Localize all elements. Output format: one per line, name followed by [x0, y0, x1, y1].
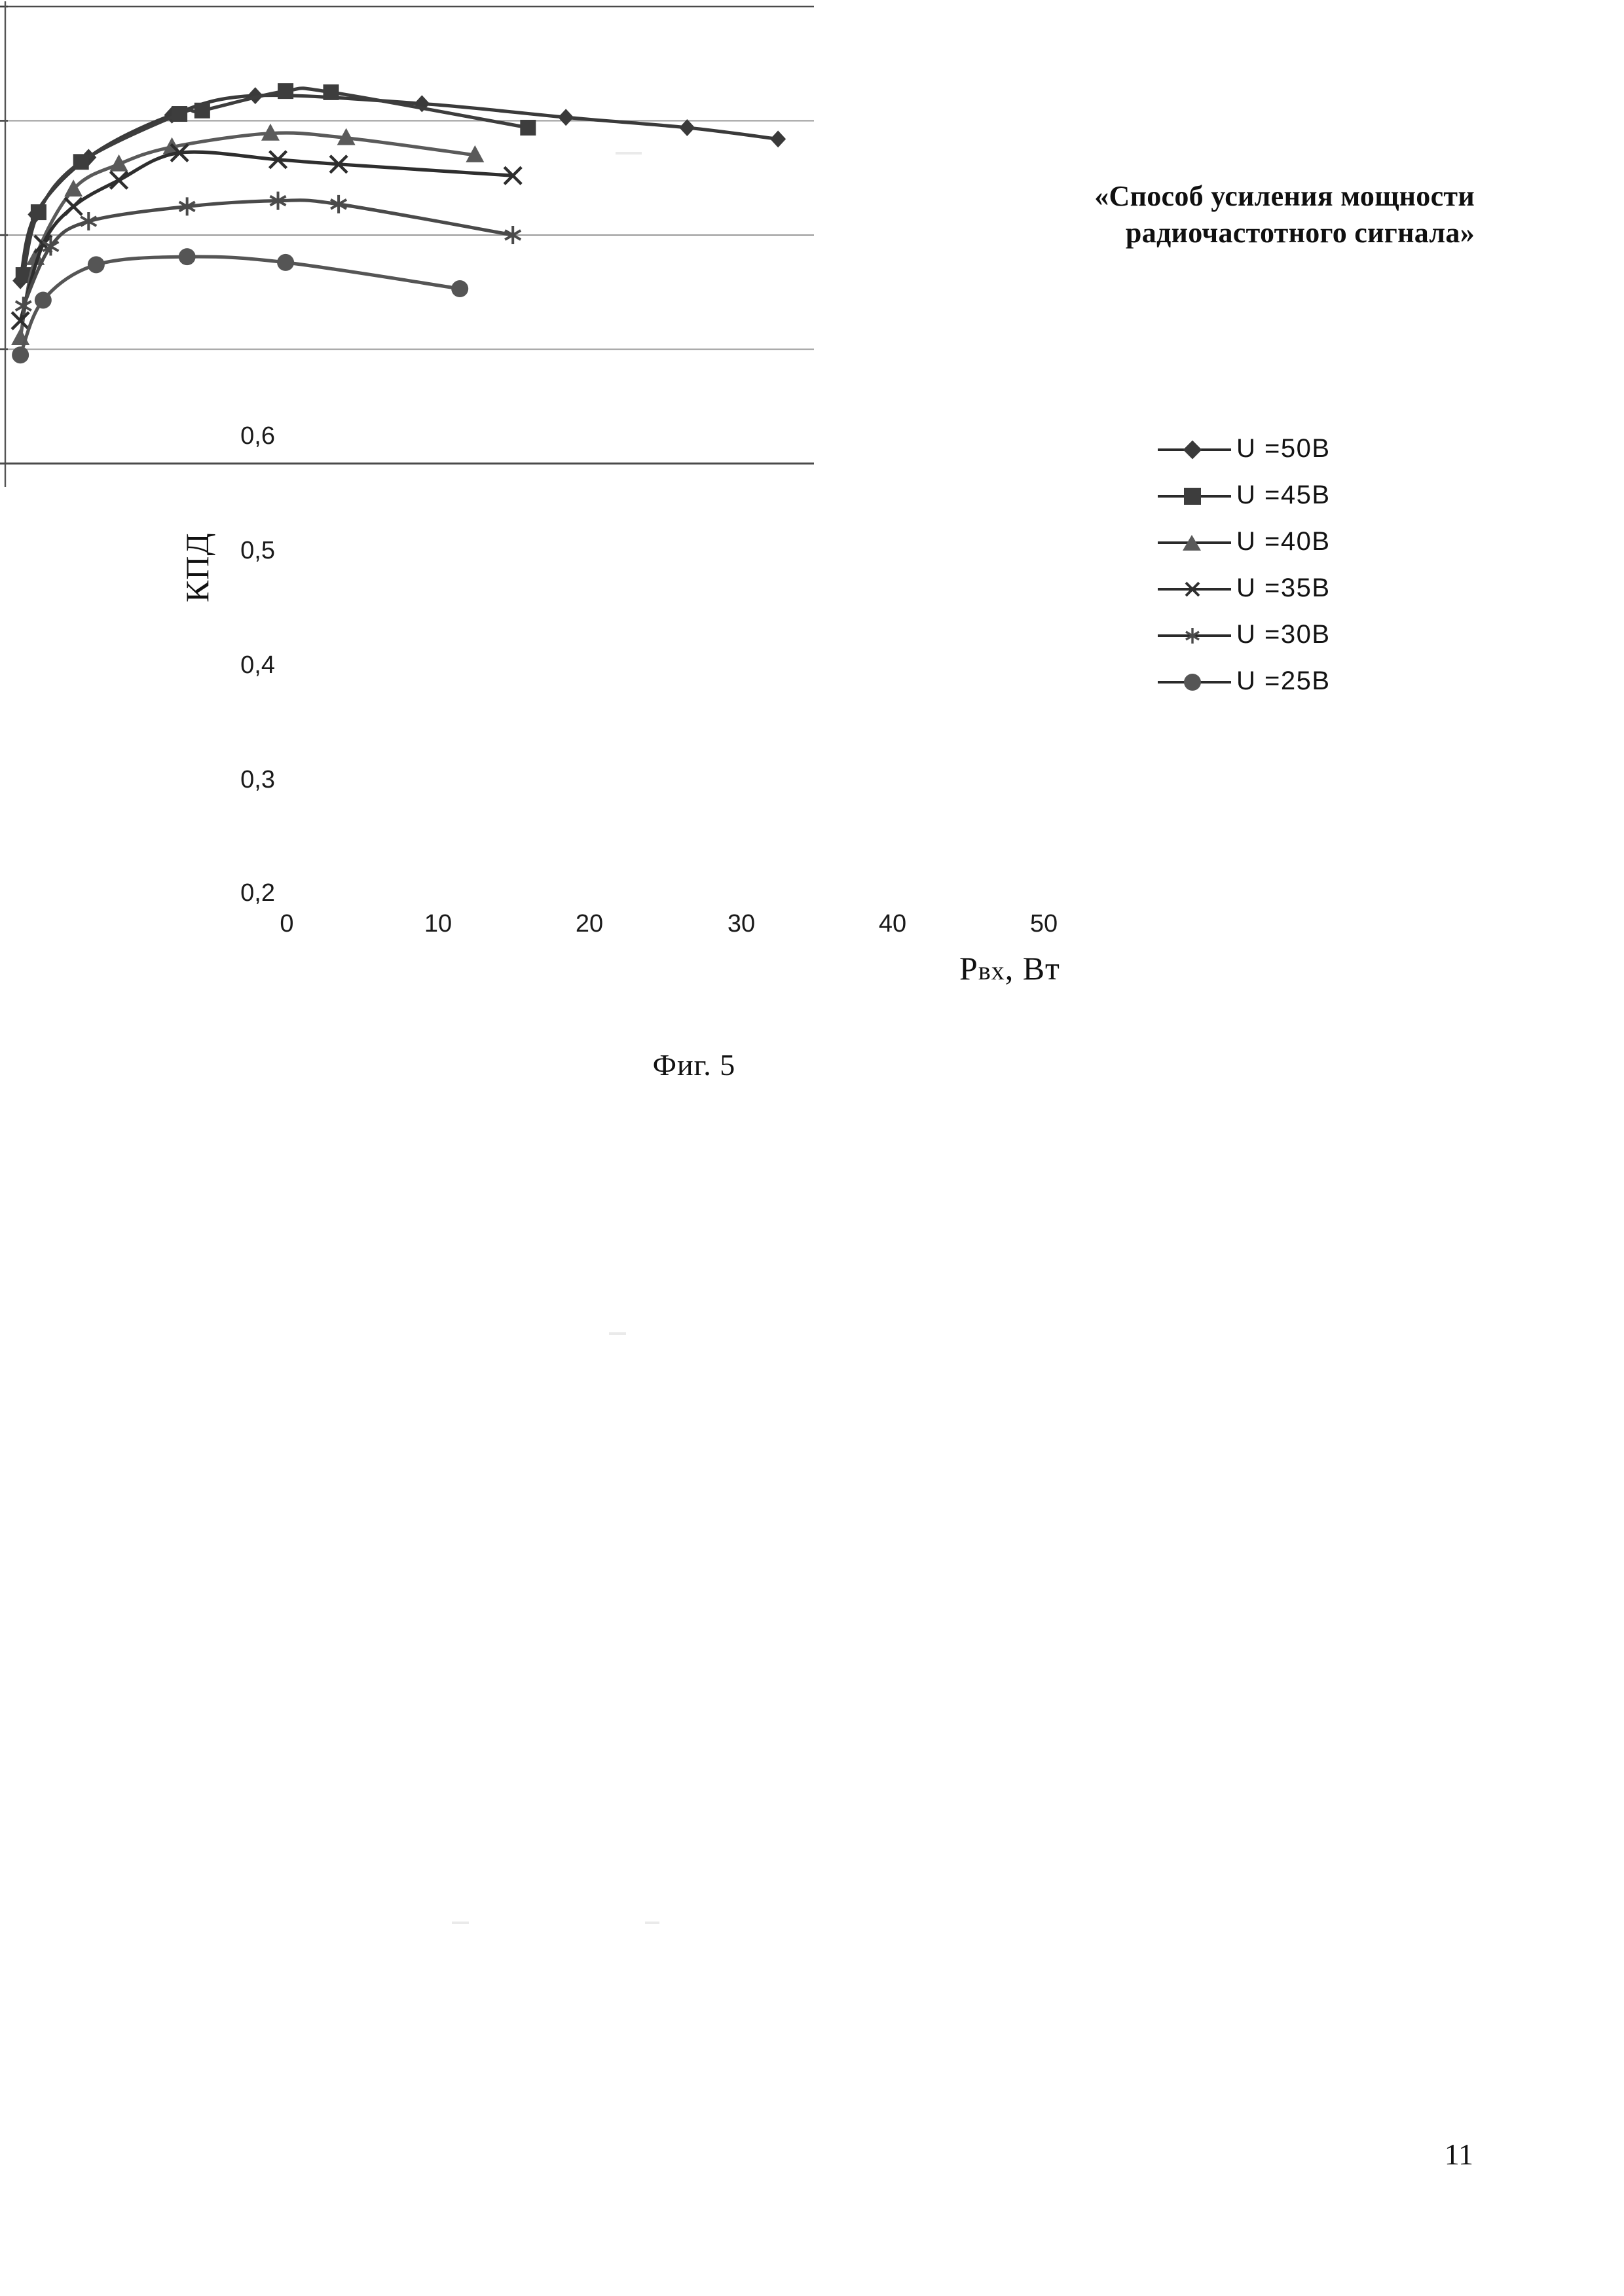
- legend-item-u25[interactable]: U =25В: [1153, 658, 1467, 704]
- legend-label-u50: U =50В: [1236, 434, 1331, 463]
- x-axis-title: Рвх, Вт: [959, 949, 1060, 987]
- scan-speck: [616, 152, 642, 155]
- x-tick-50: 50: [1029, 910, 1058, 938]
- figure-5: КПД 0,6 0,5 0,4 0,3 0,2 0 10 20 30 40 50…: [0, 0, 1624, 1082]
- series-30: [14, 191, 522, 316]
- legend-label-u45: U =45В: [1236, 481, 1331, 509]
- legend-label-u25: U =25В: [1236, 666, 1331, 695]
- x-tick-labels: 0 10 20 30 40 50: [0, 0, 1179, 982]
- legend-item-u45[interactable]: U =45В: [1153, 472, 1467, 519]
- legend-marker-diamond-icon: [1153, 436, 1236, 462]
- y-tick-labels: 0,6 0,5 0,4 0,3 0,2: [157, 0, 275, 982]
- legend-item-u35[interactable]: U =35В: [1153, 565, 1467, 611]
- header-line-2: радиочастотного сигнала»: [1125, 217, 1475, 249]
- document-header: «Способ усиления мощности радиочастотног…: [885, 178, 1475, 252]
- legend-marker-x-icon: [1153, 575, 1236, 602]
- series-45: [15, 83, 536, 283]
- series-35: [10, 143, 523, 331]
- legend-marker-circle-icon: [1153, 668, 1236, 695]
- x-tick-10: 10: [424, 910, 452, 938]
- scan-speck: [452, 1922, 469, 1924]
- legend-marker-star-icon: [1153, 622, 1236, 648]
- y-tick-4: 0,2: [240, 879, 275, 907]
- scan-speck: [609, 1332, 626, 1335]
- x-axis-title-sub: вх: [978, 956, 1005, 985]
- chart-plot: [0, 1, 814, 487]
- chart-legend: U =50В U =45В U =40В U =35В: [1153, 426, 1467, 704]
- legend-marker-triangle-icon: [1153, 529, 1236, 555]
- legend-item-u30[interactable]: U =30В: [1153, 611, 1467, 658]
- y-tick-1: 0,5: [240, 537, 275, 564]
- x-axis-title-unit: , Вт: [1005, 950, 1060, 987]
- figure-caption: Фиг. 5: [0, 1048, 1624, 1082]
- y-tick-0: 0,6: [240, 422, 275, 450]
- legend-item-u40[interactable]: U =40В: [1153, 519, 1467, 565]
- page-number: 11: [1444, 2138, 1473, 2171]
- legend-marker-square-icon: [1153, 483, 1236, 509]
- series-25: [12, 248, 469, 364]
- x-tick-30: 30: [727, 910, 756, 938]
- figure-caption-text: Фиг. 5: [652, 1048, 736, 1082]
- y-tick-2: 0,4: [240, 651, 275, 679]
- x-tick-40: 40: [878, 910, 907, 938]
- header-line-1: «Способ усиления мощности: [1094, 180, 1475, 212]
- scan-speck: [645, 1922, 659, 1924]
- legend-label-u30: U =30В: [1236, 620, 1331, 649]
- x-tick-20: 20: [575, 910, 604, 938]
- y-tick-3: 0,3: [240, 766, 275, 793]
- legend-item-u50[interactable]: U =50В: [1153, 426, 1467, 472]
- legend-label-u35: U =35В: [1236, 574, 1331, 602]
- legend-label-u40: U =40В: [1236, 527, 1331, 556]
- x-axis-title-main: Р: [959, 950, 978, 987]
- x-tick-0: 0: [280, 910, 294, 938]
